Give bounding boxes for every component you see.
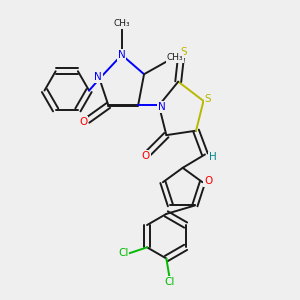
Text: Cl: Cl (118, 248, 128, 258)
Text: O: O (141, 151, 150, 161)
Text: N: N (94, 72, 102, 82)
Text: N: N (118, 50, 126, 60)
Text: S: S (181, 47, 188, 57)
Text: N: N (158, 102, 166, 112)
Text: O: O (204, 176, 213, 186)
Text: S: S (205, 94, 211, 104)
Text: CH₃: CH₃ (167, 53, 184, 62)
Text: CH₃: CH₃ (113, 19, 130, 28)
Text: H: H (208, 152, 216, 162)
Text: Cl: Cl (164, 277, 175, 287)
Text: O: O (79, 117, 87, 127)
